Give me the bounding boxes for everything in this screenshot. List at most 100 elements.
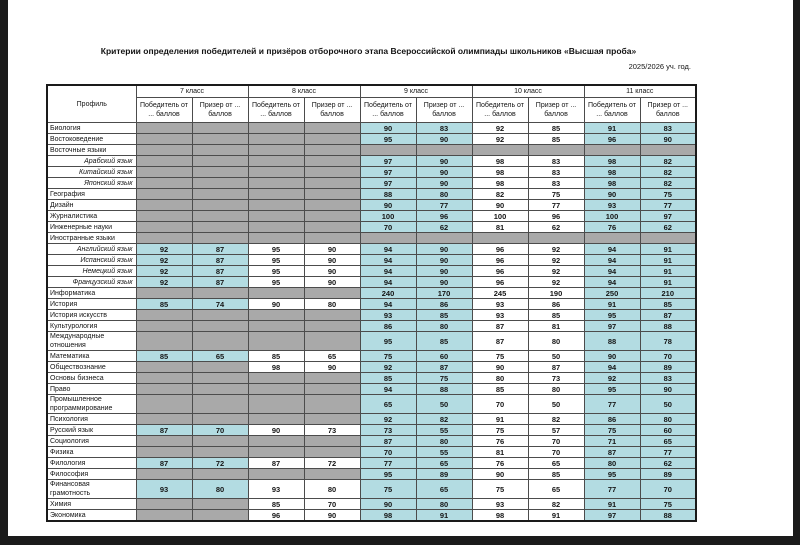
empty-cell <box>527 144 585 156</box>
score-cell: 87 <box>639 309 697 321</box>
score-cell: 71 <box>583 435 641 447</box>
score-cell: 240 <box>359 287 417 299</box>
score-cell: 85 <box>415 331 473 351</box>
empty-cell <box>247 468 305 480</box>
score-cell: 65 <box>191 350 249 362</box>
score-cell: 81 <box>527 320 585 332</box>
score-cell: 98 <box>583 177 641 189</box>
empty-cell <box>247 144 305 156</box>
empty-cell <box>247 383 305 395</box>
empty-cell <box>247 331 305 351</box>
empty-cell <box>191 133 249 145</box>
score-cell: 50 <box>639 394 697 414</box>
empty-cell <box>247 122 305 134</box>
empty-cell <box>135 498 193 510</box>
score-cell: 83 <box>415 122 473 134</box>
score-cell: 70 <box>527 446 585 458</box>
empty-cell <box>303 177 361 189</box>
row-label: Востоковедение <box>46 133 137 145</box>
score-cell: 70 <box>359 221 417 233</box>
score-cell: 92 <box>359 413 417 425</box>
empty-cell <box>191 155 249 167</box>
empty-cell <box>135 446 193 458</box>
score-cell: 97 <box>583 509 641 522</box>
table-row: География 88 80 82 75 90 75 <box>46 188 697 200</box>
empty-cell <box>191 361 249 373</box>
score-cell: 85 <box>639 298 697 310</box>
score-cell: 86 <box>359 320 417 332</box>
table-row: Культурология 86 80 87 81 97 88 <box>46 320 697 332</box>
score-cell: 97 <box>359 177 417 189</box>
score-cell: 92 <box>527 254 585 266</box>
row-label: География <box>46 188 137 200</box>
empty-cell <box>135 331 193 351</box>
score-cell: 92 <box>527 276 585 288</box>
score-cell: 80 <box>527 383 585 395</box>
row-label: Журналистика <box>46 210 137 222</box>
score-cell: 95 <box>583 383 641 395</box>
score-cell: 98 <box>583 155 641 167</box>
empty-cell <box>191 232 249 244</box>
score-cell: 100 <box>583 210 641 222</box>
score-cell: 94 <box>359 276 417 288</box>
score-cell: 80 <box>471 372 529 384</box>
prize-header: Призер от ... баллов <box>191 97 249 123</box>
score-cell: 92 <box>135 265 193 277</box>
empty-cell <box>247 199 305 211</box>
score-cell: 77 <box>359 457 417 469</box>
winner-header: Победитель от ... баллов <box>583 97 641 123</box>
score-cell: 50 <box>527 394 585 414</box>
empty-cell <box>191 199 249 211</box>
score-cell: 96 <box>415 210 473 222</box>
score-cell: 70 <box>639 350 697 362</box>
score-cell: 62 <box>639 221 697 233</box>
score-cell: 91 <box>527 509 585 522</box>
score-cell: 82 <box>471 188 529 200</box>
score-cell: 87 <box>191 243 249 255</box>
document-title: Критерии определения победителей и призё… <box>100 46 637 56</box>
score-cell: 83 <box>639 372 697 384</box>
score-cell: 95 <box>247 265 305 277</box>
score-cell: 87 <box>527 361 585 373</box>
score-cell: 94 <box>359 298 417 310</box>
empty-cell <box>135 122 193 134</box>
score-cell: 93 <box>471 498 529 510</box>
score-cell: 89 <box>415 468 473 480</box>
score-cell: 96 <box>471 265 529 277</box>
score-cell: 94 <box>583 265 641 277</box>
empty-cell <box>303 372 361 384</box>
score-cell: 90 <box>359 122 417 134</box>
score-cell: 90 <box>415 265 473 277</box>
score-cell: 90 <box>471 361 529 373</box>
score-cell: 85 <box>527 468 585 480</box>
score-cell: 83 <box>527 177 585 189</box>
score-cell: 100 <box>359 210 417 222</box>
score-cell: 80 <box>583 457 641 469</box>
empty-cell <box>247 446 305 458</box>
table-row: Физика 70 55 81 70 87 77 <box>46 446 697 458</box>
row-label: Информатика <box>46 287 137 299</box>
empty-cell <box>135 394 193 414</box>
score-cell: 91 <box>415 509 473 522</box>
score-cell: 80 <box>303 298 361 310</box>
score-cell: 77 <box>527 199 585 211</box>
empty-cell <box>191 498 249 510</box>
row-label: Международные отношения <box>46 331 137 351</box>
empty-cell <box>135 155 193 167</box>
score-cell: 90 <box>471 468 529 480</box>
score-cell: 80 <box>527 331 585 351</box>
empty-cell <box>191 413 249 425</box>
score-cell: 90 <box>639 383 697 395</box>
score-cell: 81 <box>471 221 529 233</box>
score-cell: 50 <box>527 350 585 362</box>
score-cell: 96 <box>583 133 641 145</box>
score-cell: 90 <box>303 254 361 266</box>
score-cell: 91 <box>583 122 641 134</box>
score-cell: 94 <box>359 254 417 266</box>
score-cell: 65 <box>527 479 585 499</box>
page-border-right <box>793 0 800 545</box>
score-cell: 75 <box>471 479 529 499</box>
empty-cell <box>247 372 305 384</box>
score-cell: 91 <box>639 276 697 288</box>
empty-cell <box>303 435 361 447</box>
